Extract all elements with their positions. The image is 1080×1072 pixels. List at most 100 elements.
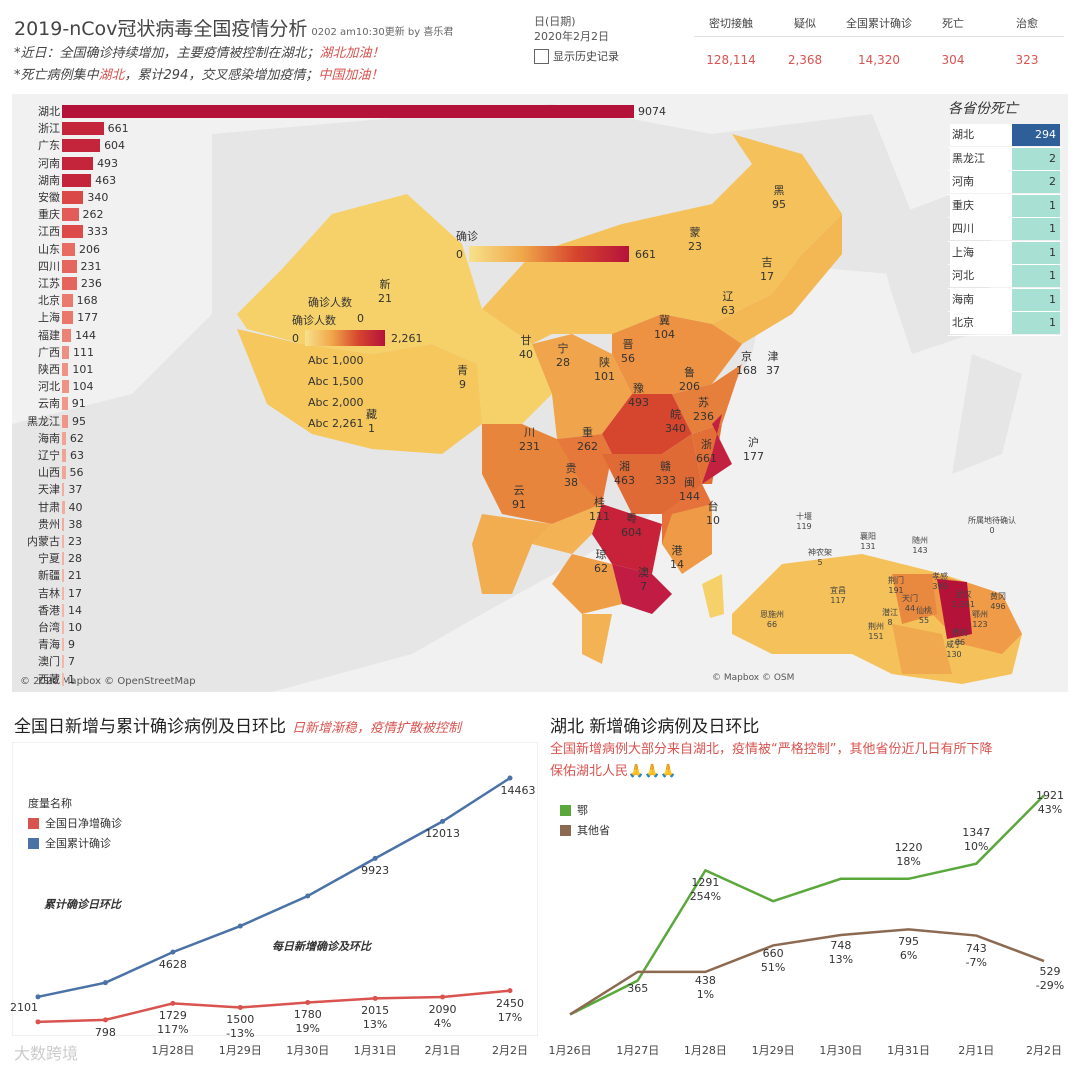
- province-bar[interactable]: [62, 483, 65, 497]
- death-table-row[interactable]: 四川 1: [948, 218, 1062, 242]
- province-bar-row[interactable]: 江西 333: [12, 224, 652, 239]
- province-bar-row[interactable]: 台湾 10: [12, 620, 652, 635]
- province-bar-row[interactable]: 四川 231: [12, 259, 652, 274]
- death-table-row[interactable]: 河南 2: [948, 171, 1062, 195]
- province-bar[interactable]: [62, 517, 65, 531]
- province-bar-row[interactable]: 河北 104: [12, 379, 652, 394]
- history-checkbox[interactable]: [534, 48, 549, 64]
- province-bar[interactable]: [62, 225, 83, 239]
- province-bar[interactable]: [62, 621, 64, 634]
- province-bar-row[interactable]: 浙江 661: [12, 121, 652, 136]
- map-province-label[interactable]: 苏 236: [693, 396, 714, 424]
- province-bar-row[interactable]: 湖南 463: [12, 173, 652, 188]
- province-bar-row[interactable]: 北京 168: [12, 293, 652, 308]
- map-province-label[interactable]: 陕 101: [594, 356, 615, 384]
- map-province-label[interactable]: 辽 63: [721, 290, 735, 318]
- province-bar-row[interactable]: 广东 604: [12, 138, 652, 153]
- province-bar-row[interactable]: 安徽 340: [12, 190, 652, 205]
- map-province-label[interactable]: 豫 493: [628, 382, 649, 410]
- province-bar-row[interactable]: 山东 206: [12, 242, 652, 257]
- province-bar[interactable]: [62, 569, 64, 583]
- hubei-city-label[interactable]: 随州 143: [912, 536, 928, 556]
- map-province-label[interactable]: 沪 177: [743, 436, 764, 464]
- hubei-city-label[interactable]: 天门 44: [902, 594, 918, 614]
- province-bar[interactable]: [62, 603, 64, 617]
- map-province-label[interactable]: 甘 40: [519, 334, 533, 362]
- province-bar-row[interactable]: 西藏 1: [12, 672, 652, 687]
- province-bar-row[interactable]: 青海 9: [12, 637, 652, 652]
- map-province-label[interactable]: 桂 111: [589, 496, 610, 524]
- province-bar-row[interactable]: 内蒙古 23: [12, 534, 652, 549]
- province-bar-row[interactable]: 云南 91: [12, 396, 652, 411]
- map-province-label[interactable]: 京 168: [736, 350, 757, 378]
- province-bar-row[interactable]: 江苏 236: [12, 276, 652, 291]
- map-province-label[interactable]: 蒙 23: [688, 226, 702, 254]
- province-bar-row[interactable]: 澳门 7: [12, 654, 652, 669]
- hubei-city-label[interactable]: 恩施州 66: [760, 610, 784, 630]
- death-table-row[interactable]: 河北 1: [948, 265, 1062, 289]
- province-bar[interactable]: [62, 208, 79, 222]
- province-bar-row[interactable]: 海南 62: [12, 431, 652, 446]
- hubei-city-label[interactable]: 黄冈 496: [990, 592, 1006, 612]
- death-table-row[interactable]: 海南 1: [948, 288, 1062, 312]
- province-bar[interactable]: [62, 105, 634, 118]
- province-bar-row[interactable]: 甘肃 40: [12, 500, 652, 515]
- province-bar[interactable]: [62, 345, 69, 359]
- map-province-label[interactable]: 津 37: [766, 350, 780, 378]
- province-bar[interactable]: [62, 586, 64, 600]
- map-province-label[interactable]: 湘 463: [614, 460, 635, 488]
- map-province-label[interactable]: 琼 62: [594, 548, 608, 576]
- hubei-city-label[interactable]: 潜江 8: [882, 608, 898, 628]
- province-bar[interactable]: [62, 156, 94, 170]
- province-bar[interactable]: [62, 535, 64, 548]
- map-province-label[interactable]: 晋 56: [621, 338, 635, 366]
- map-province-label[interactable]: 贵 38: [564, 462, 578, 490]
- map-province-label[interactable]: 皖 340: [665, 408, 686, 436]
- hubei-city-label[interactable]: 武汉 2,261: [952, 590, 975, 610]
- hubei-city-label[interactable]: 所属地待确认 0: [968, 516, 1016, 536]
- date-filter[interactable]: 日(日期) 2020年2月2日: [534, 14, 609, 44]
- map-province-label[interactable]: 港 14: [670, 544, 684, 572]
- map-province-label[interactable]: 浙 661: [696, 438, 717, 466]
- death-table-row[interactable]: 上海 1: [948, 241, 1062, 265]
- province-bar[interactable]: [62, 139, 101, 153]
- map-province-label[interactable]: 川 231: [519, 426, 540, 454]
- province-bar[interactable]: [62, 259, 77, 273]
- map-province-label[interactable]: 台 10: [706, 500, 720, 528]
- province-bar-row[interactable]: 天津 37: [12, 482, 652, 497]
- province-bar[interactable]: [62, 397, 68, 411]
- map-province-label[interactable]: 新 21: [378, 278, 392, 306]
- province-bar-row[interactable]: 吉林 17: [12, 586, 652, 601]
- hubei-city-label[interactable]: 十堰 119: [796, 512, 812, 532]
- province-bar-row[interactable]: 宁夏 28: [12, 551, 652, 566]
- province-bar[interactable]: [62, 500, 65, 514]
- province-bar-row[interactable]: 贵州 38: [12, 517, 652, 532]
- province-bar-row[interactable]: 辽宁 63: [12, 448, 652, 463]
- province-bar[interactable]: [62, 311, 74, 325]
- map-province-label[interactable]: 粤 604: [621, 512, 642, 540]
- hubei-city-label[interactable]: 黄石 86: [952, 628, 968, 648]
- province-bar-row[interactable]: 黑龙江 95: [12, 414, 652, 429]
- map-province-label[interactable]: 重 262: [577, 426, 598, 454]
- province-bar-row[interactable]: 上海 177: [12, 310, 652, 325]
- death-table-row[interactable]: 黑龙江 2: [948, 147, 1062, 171]
- province-bar-row[interactable]: 福建 144: [12, 328, 652, 343]
- history-toggle[interactable]: 显示历史记录: [534, 48, 619, 64]
- hubei-city-label[interactable]: 荆门 191: [888, 576, 904, 596]
- hubei-city-label[interactable]: 咸宁 130: [946, 640, 962, 660]
- china-choropleth-map[interactable]: [12, 94, 1068, 692]
- map-province-label[interactable]: 赣 333: [655, 460, 676, 488]
- province-bar[interactable]: [62, 328, 72, 342]
- province-bar[interactable]: [62, 655, 64, 669]
- province-bar[interactable]: [62, 173, 92, 187]
- map-province-label[interactable]: 闽 144: [679, 476, 700, 504]
- province-bar[interactable]: [62, 363, 69, 376]
- hubei-city-label[interactable]: 宜昌 117: [830, 586, 846, 606]
- hubei-city-label[interactable]: 襄阳 131: [860, 532, 876, 552]
- province-bar-row[interactable]: 湖北 9074: [12, 104, 666, 119]
- province-bar[interactable]: [62, 242, 75, 256]
- hubei-city-label[interactable]: 鄂州 123: [972, 610, 988, 630]
- province-bar[interactable]: [62, 672, 64, 686]
